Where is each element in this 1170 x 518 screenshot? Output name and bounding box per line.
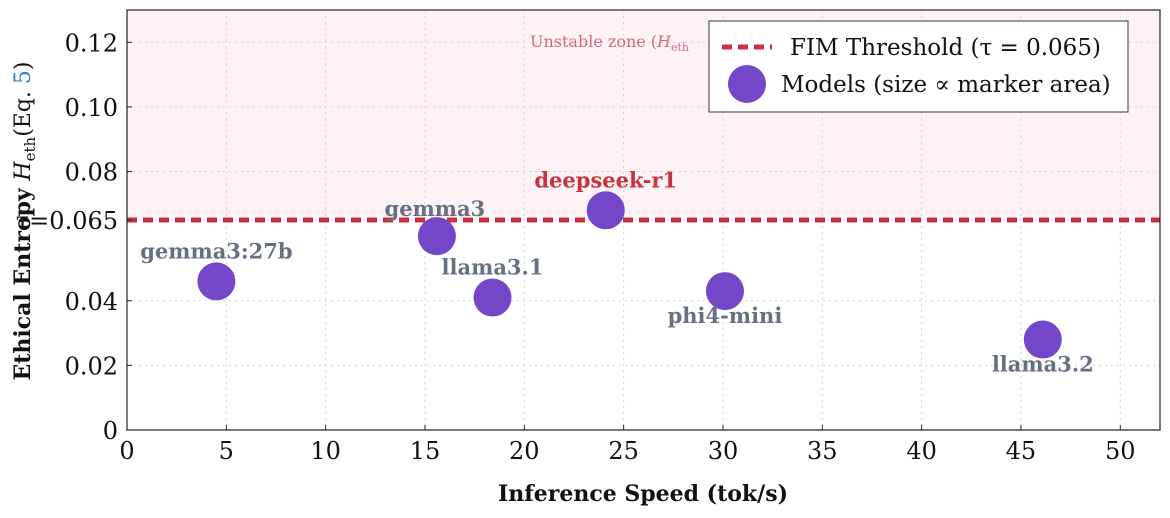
- data-point: [705, 272, 744, 311]
- point-label: deepseek-r1: [534, 167, 677, 192]
- point-label: llama3.1: [442, 255, 544, 280]
- legend-marker-swatch: [728, 65, 766, 103]
- unstable-zone-label: Unstable zone (Heth: [530, 32, 689, 54]
- data-point: [1023, 320, 1062, 359]
- data-points: [197, 191, 1062, 359]
- x-tick-label: 20: [509, 437, 540, 465]
- x-tick-label: 30: [708, 437, 739, 465]
- point-label: gemma3:27b: [140, 238, 292, 263]
- x-tick-label: 40: [906, 437, 937, 465]
- y-tick-label: τ=0.065: [16, 207, 118, 235]
- x-tick-label: 50: [1105, 437, 1136, 465]
- x-tick-label: 0: [119, 437, 134, 465]
- data-point: [417, 217, 456, 256]
- y-tick-label: 0: [103, 417, 118, 445]
- y-tick-label: 0.10: [65, 94, 118, 122]
- x-tick-label: 25: [608, 437, 639, 465]
- data-point: [197, 262, 236, 301]
- legend: FIM Threshold (τ = 0.065) Models (size ∝…: [708, 20, 1129, 113]
- point-label: phi4-mini: [668, 303, 783, 328]
- data-point: [473, 278, 512, 317]
- legend-label-models: Models (size ∝ marker area): [781, 72, 1111, 98]
- point-label: gemma3: [385, 196, 486, 221]
- point-labels: gemma3:27b gemma3 llama3.1 deepseek-r1 phi4-…: [140, 167, 1094, 376]
- point-label: llama3.2: [992, 352, 1094, 377]
- y-axis-title: Ethical Entropy Heth(Eq. 5): [10, 61, 39, 380]
- x-tick-label: 35: [807, 437, 838, 465]
- x-tick-label: 15: [410, 437, 441, 465]
- x-tick-labels: 0 5 10 15 20 25 30 35 40 45 50: [119, 425, 1136, 465]
- legend-label-threshold: FIM Threshold (τ = 0.065): [790, 35, 1101, 61]
- y-tick-label: 0.08: [65, 159, 118, 187]
- x-tick-label: 10: [310, 437, 341, 465]
- y-tick-label: 0.12: [65, 29, 118, 57]
- legend-box: [708, 20, 1129, 113]
- y-tick-label: 0.04: [65, 288, 118, 316]
- x-tick-label: 5: [219, 437, 234, 465]
- y-tick-label: 0.02: [65, 352, 118, 380]
- x-tick-label: 45: [1006, 437, 1037, 465]
- y-tick-labels: 0 0.02 0.04 τ=0.065 0.08 0.10 0.12: [16, 29, 132, 445]
- data-point: [586, 191, 625, 230]
- x-axis-title: Inference Speed (tok/s): [498, 481, 788, 507]
